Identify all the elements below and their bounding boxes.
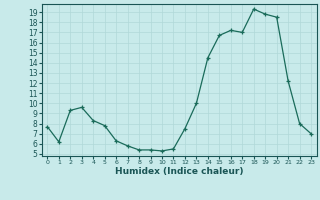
X-axis label: Humidex (Indice chaleur): Humidex (Indice chaleur) (115, 167, 244, 176)
